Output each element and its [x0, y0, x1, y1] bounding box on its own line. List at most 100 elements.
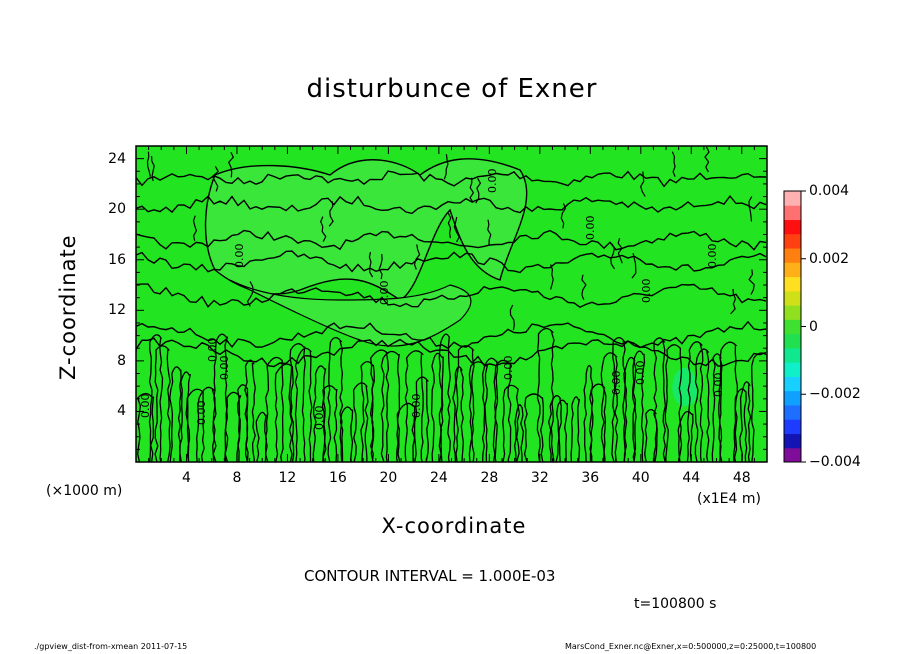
contour-finger — [312, 365, 327, 462]
colorbar-swatch — [784, 262, 801, 278]
contour-finger — [733, 388, 748, 462]
colorbar-swatch — [784, 347, 801, 363]
contour-squiggle — [453, 216, 460, 243]
colorbar-swatch — [784, 305, 801, 320]
contour-finger — [623, 356, 637, 462]
x-tick-label: 4 — [182, 470, 191, 486]
x-factor-label: (x1E4 m) — [697, 491, 761, 507]
contour-squiggle — [447, 212, 452, 239]
contour-finger — [438, 333, 451, 462]
contour-line — [136, 250, 767, 274]
contour-label: 0.00 — [218, 356, 231, 381]
contour-squiggle — [378, 254, 383, 280]
colorbar-tick-label: −0.002 — [809, 386, 861, 403]
contour-line — [136, 229, 767, 251]
contour-label: 0.00 — [233, 244, 246, 269]
x-tick-label: 16 — [328, 470, 347, 486]
contour-label: 0.00 — [410, 394, 423, 419]
colorbar-tick-label: 0.004 — [809, 183, 850, 199]
contour-label: 0.00 — [378, 281, 391, 306]
cool-patch — [672, 367, 698, 407]
colorbar-swatch — [784, 191, 801, 206]
contour-label: 0.00 — [610, 371, 623, 396]
contour-squiggle — [748, 196, 753, 222]
contour-label: 0.00 — [502, 356, 515, 381]
contour-finger — [404, 350, 425, 462]
contour-label: 0.00 — [313, 406, 326, 431]
y-tick-label: 8 — [117, 352, 126, 369]
contour-squiggle — [550, 264, 554, 290]
contour-squiggle — [640, 171, 646, 197]
x-tick-label: 24 — [429, 470, 448, 486]
contour-finger — [413, 376, 430, 462]
contour-finger — [294, 347, 313, 462]
footer-source: MarsCond_Exner.nc@Exner,x=0:500000,z=0:2… — [565, 642, 817, 651]
x-tick-label: 32 — [530, 470, 549, 486]
contour-squiggle — [146, 151, 151, 177]
colorbar-swatch — [784, 276, 801, 292]
contour-finger — [369, 349, 390, 462]
colorbar-swatch — [784, 404, 801, 420]
contour-squiggle — [631, 252, 637, 279]
contour-label: 0.00 — [634, 361, 647, 386]
contour-finger — [380, 350, 401, 462]
y-tick-label: 12 — [108, 302, 126, 319]
y-tick-label: 20 — [108, 201, 126, 218]
contour-squiggle — [730, 288, 737, 315]
contour-finger — [455, 345, 475, 462]
contour-finger — [694, 348, 710, 462]
contour-squiggle — [487, 219, 492, 245]
contour-label: 0.00 — [584, 216, 597, 241]
contour-finger — [632, 350, 646, 462]
contour-finger — [255, 411, 268, 462]
contour-finger — [555, 399, 569, 462]
contour-finger — [664, 344, 683, 462]
contour-finger — [136, 392, 155, 462]
contour-finger — [653, 337, 667, 462]
colorbar-tick-label: −0.004 — [809, 454, 861, 470]
colorbar-swatch — [784, 233, 801, 249]
contour-squiggle — [610, 243, 616, 270]
contour-label: 0.00 — [712, 373, 725, 398]
contour-line — [136, 170, 767, 188]
colorbar-swatch — [784, 248, 801, 263]
colorbar-swatch — [784, 447, 801, 463]
x-tick-label: 36 — [581, 470, 600, 486]
time-label: t=100800 s — [634, 596, 717, 612]
x-axis-label: X-coordinate — [381, 514, 527, 538]
contour-squiggle — [443, 154, 449, 180]
contour-finger — [154, 345, 171, 462]
contour-finger — [264, 356, 284, 462]
contour-layer: 0.00 0.000.000.000.000.000.000.000.000.00… — [136, 146, 767, 462]
contour-label: 0.00 — [206, 338, 219, 363]
contour-squiggle — [192, 215, 198, 241]
chart-title: disturbunce of Exner — [306, 74, 598, 104]
contour-squiggle — [475, 177, 482, 204]
footer-command: ./gpview_dist-from-xmean 2011-07-15 — [34, 642, 188, 651]
contour-squiggle — [671, 151, 676, 177]
contour-squiggle — [328, 201, 334, 227]
x-unit-label: (×1000 m) — [46, 483, 123, 499]
contour-squiggle — [748, 269, 755, 295]
contour-finger — [600, 352, 619, 462]
contour-squiggle — [617, 238, 623, 264]
contour-finger — [611, 336, 627, 462]
contour-squiggle — [469, 177, 475, 204]
colorbar-swatch — [784, 362, 801, 377]
colorbar-tick-label: 0.002 — [809, 250, 850, 267]
x-tick-label: 44 — [682, 470, 701, 486]
contour-squiggle — [246, 281, 254, 307]
contour-label: 0.00 — [195, 401, 208, 426]
y-tick-label: 16 — [108, 251, 126, 268]
contour-squiggle — [227, 152, 235, 178]
colorbar-swatch — [784, 205, 801, 221]
contour-finger — [588, 383, 607, 462]
contour-finger — [677, 410, 694, 462]
contour-label: 0.00 — [139, 394, 152, 419]
contour-finger — [185, 388, 205, 462]
contour-finger — [711, 353, 723, 462]
contour-finger — [244, 359, 256, 462]
contour-line — [136, 194, 767, 215]
contour-label: 0.00 — [706, 244, 719, 269]
